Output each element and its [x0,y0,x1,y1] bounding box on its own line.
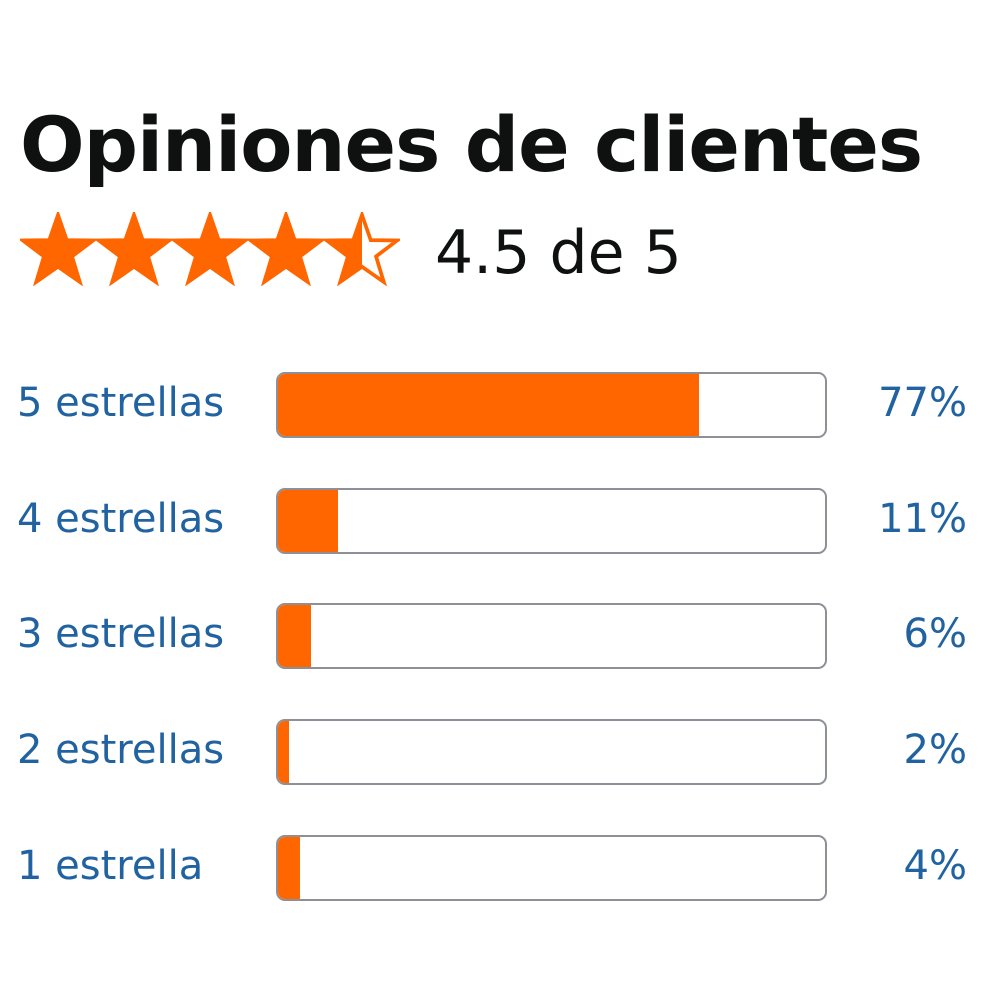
star-full-icon [20,212,96,286]
histogram-bar[interactable] [276,488,827,554]
percentage-link[interactable]: 77% [878,380,967,426]
percentage-link[interactable]: 6% [903,611,967,657]
histogram-row[interactable]: 1 estrella 4% [0,835,1000,901]
histogram-bar[interactable] [276,603,827,669]
star-filter-link[interactable]: 4 estrellas [17,496,225,542]
percentage-link[interactable]: 11% [878,496,967,542]
star-half-icon [324,212,400,286]
histogram-row[interactable]: 5 estrellas 77% [0,372,1000,438]
star-full-icon [172,212,248,286]
histogram-row[interactable]: 3 estrellas 6% [0,603,1000,669]
percentage-link[interactable]: 4% [903,843,967,889]
histogram-bar-fill [278,837,300,899]
star-filter-link[interactable]: 1 estrella [17,843,204,889]
star-rating [20,212,400,286]
histogram-bar[interactable] [276,835,827,901]
rating-text: 4.5 de 5 [435,218,682,288]
histogram-bar-fill [278,721,289,783]
percentage-link[interactable]: 2% [903,727,967,773]
histogram-row[interactable]: 2 estrellas 2% [0,719,1000,785]
histogram-bar[interactable] [276,372,827,438]
star-full-icon [96,212,172,286]
page-title: Opiniones de clientes [20,100,923,189]
histogram-row[interactable]: 4 estrellas 11% [0,488,1000,554]
star-filter-link[interactable]: 2 estrellas [17,727,225,773]
histogram-bar[interactable] [276,719,827,785]
histogram-bar-fill [278,605,311,667]
star-full-icon [248,212,324,286]
star-filter-link[interactable]: 3 estrellas [17,611,225,657]
histogram-bar-fill [278,490,339,552]
star-filter-link[interactable]: 5 estrellas [17,380,225,426]
histogram-bar-fill [278,374,700,436]
